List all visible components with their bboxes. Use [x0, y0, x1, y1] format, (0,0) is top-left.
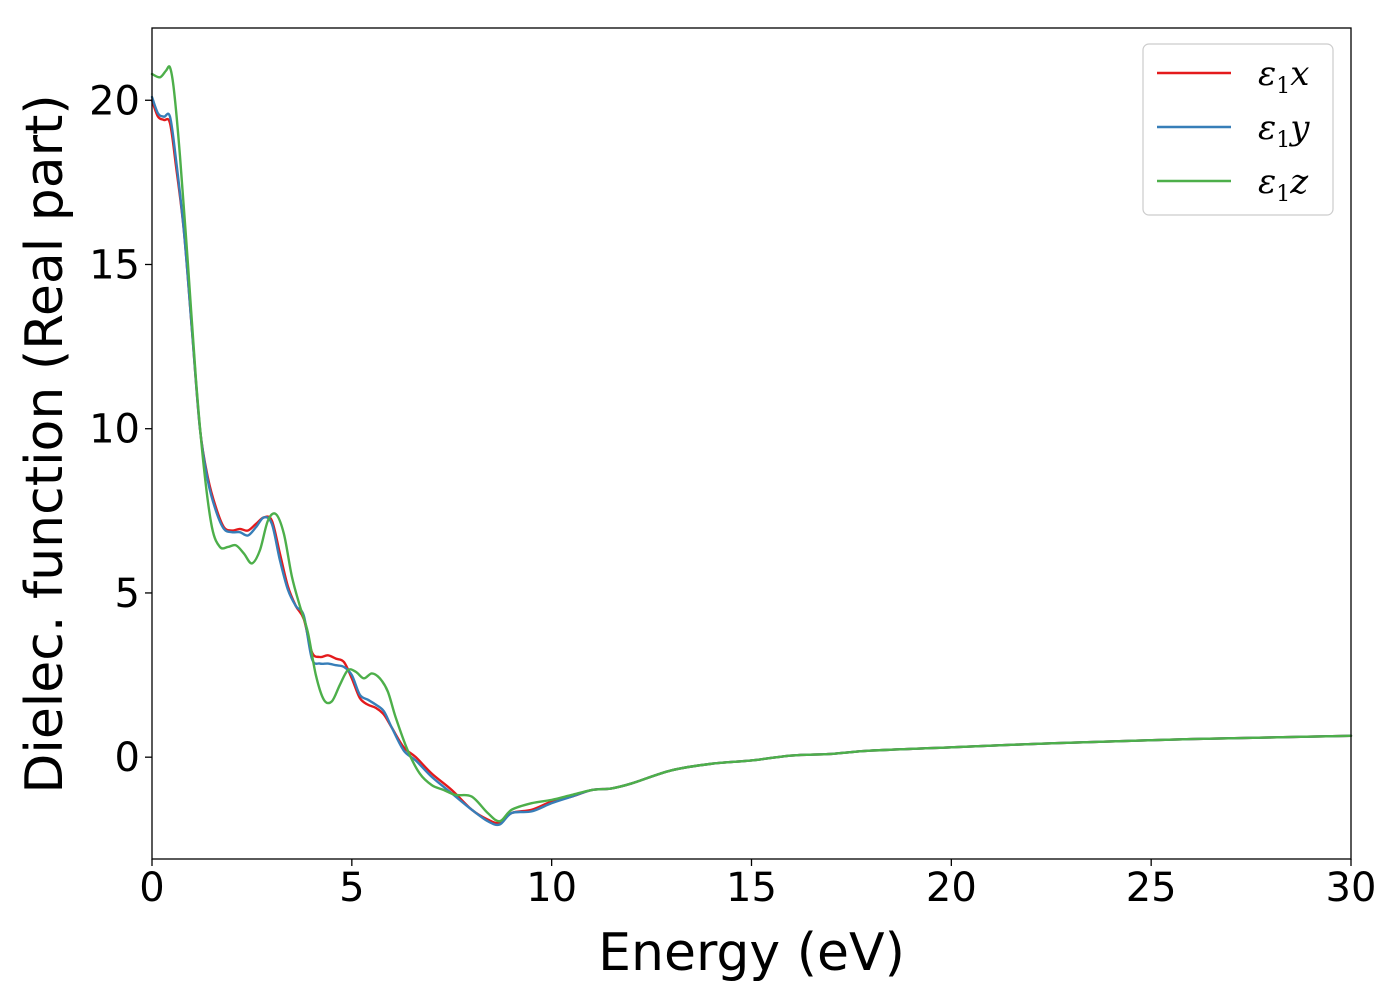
legend-label-base: ε: [1258, 108, 1276, 148]
y-axis-ticks: 0 5 10 15 20: [89, 78, 152, 781]
legend-box: [1142, 43, 1334, 216]
x-tick-label: 10: [526, 865, 577, 911]
y-tick-label: 0: [115, 735, 140, 781]
legend-label-subscript: 1: [1276, 128, 1290, 153]
y-tick-label: 15: [89, 242, 140, 288]
x-axis-label: Energy (eV): [598, 923, 905, 983]
x-tick-label: 5: [339, 865, 364, 911]
legend-label-axis: z: [1289, 162, 1309, 202]
legend-label-subscript: 1: [1276, 74, 1290, 99]
x-tick-label: 20: [926, 865, 977, 911]
series-layer: [150, 65, 1353, 827]
y-axis-label: Dielec. function (Real part): [15, 94, 75, 793]
x-tick-label: 0: [139, 865, 164, 911]
legend-label-base: ε: [1258, 54, 1276, 94]
y-tick-label: 5: [115, 571, 140, 617]
legend-label-axis: x: [1290, 54, 1309, 94]
legend-label-x: ε1x: [1258, 54, 1309, 99]
x-axis-ticks: 0 5 10 15 20 25 30: [139, 859, 1376, 911]
x-tick-label: 15: [726, 865, 777, 911]
y-tick-label: 10: [89, 407, 140, 453]
legend-label-axis: y: [1288, 108, 1310, 148]
y-tick-label: 20: [89, 78, 140, 124]
legend-label-z: ε1z: [1258, 162, 1309, 207]
x-tick-label: 25: [1126, 865, 1177, 911]
legend-label-subscript: 1: [1276, 182, 1290, 207]
series-line-z: [150, 65, 1353, 823]
legend-label-base: ε: [1258, 162, 1276, 202]
x-tick-label: 30: [1326, 865, 1377, 911]
legend-label-y: ε1y: [1258, 108, 1310, 153]
